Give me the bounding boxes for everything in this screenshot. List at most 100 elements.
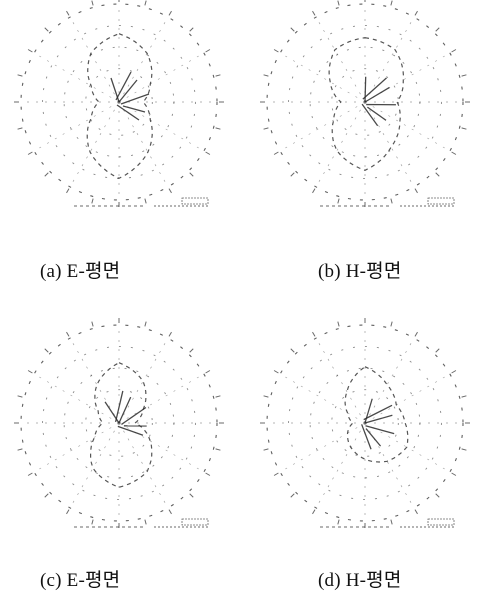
- grid-tick: [290, 172, 295, 177]
- grid-tick: [290, 348, 295, 353]
- grid-spoke: [284, 55, 366, 103]
- grid-tick: [451, 151, 457, 155]
- grid-tick: [44, 493, 49, 498]
- pattern-stroke: [114, 390, 124, 422]
- polar-plot-c-svg: [14, 318, 224, 528]
- scale-box: [181, 197, 209, 205]
- pattern-stroke: [365, 428, 382, 447]
- grid-tick: [27, 49, 33, 53]
- grid-spoke: [72, 101, 120, 183]
- grid-spoke: [284, 422, 366, 470]
- grid-spoke: [318, 21, 366, 103]
- grid-tick: [290, 27, 295, 32]
- grid-spoke: [38, 422, 120, 470]
- grid-tick: [390, 519, 393, 525]
- grid-tick: [337, 321, 340, 327]
- grid-spoke: [284, 376, 366, 424]
- grid-tick: [263, 127, 269, 130]
- pattern-stroke: [120, 93, 150, 105]
- grid-spoke: [118, 21, 166, 103]
- grid-spoke: [38, 101, 120, 149]
- grid-spoke: [118, 422, 166, 504]
- grid-tick: [273, 151, 279, 155]
- grid-spoke: [284, 101, 366, 149]
- grid-tick: [461, 395, 467, 398]
- pattern-stroke: [117, 425, 144, 436]
- pattern-stroke: [364, 86, 390, 103]
- pattern-stroke: [364, 398, 373, 424]
- grid-tick: [17, 395, 23, 398]
- grid-tick: [189, 348, 194, 353]
- grid-ring: [63, 46, 175, 158]
- grid-spoke: [318, 422, 366, 504]
- pattern-trace: [328, 37, 405, 171]
- polar-plot-d: [250, 318, 480, 538]
- pattern-stroke: [361, 103, 379, 127]
- grid-tick: [312, 509, 316, 515]
- polar-plot-c: [4, 318, 234, 538]
- grid-ring: [85, 68, 153, 136]
- grid-tick: [17, 127, 23, 130]
- pattern-stroke: [364, 76, 367, 103]
- scale-box: [427, 197, 455, 205]
- grid-tick: [263, 395, 269, 398]
- grid-tick: [144, 519, 147, 525]
- grid-tick: [91, 519, 94, 525]
- polar-grid: [260, 0, 470, 207]
- grid-tick: [312, 188, 316, 194]
- grid-tick: [205, 49, 211, 53]
- grid-tick: [461, 448, 467, 451]
- pattern-stroke: [363, 404, 393, 421]
- polar-plot-d-svg: [260, 318, 470, 528]
- grid-tick: [390, 321, 393, 327]
- grid-tick: [189, 27, 194, 32]
- grid-tick: [461, 127, 467, 130]
- caption-d: (d) H-평면: [318, 570, 402, 591]
- caption-c: (c) E-평면: [40, 570, 121, 591]
- grid-ring: [309, 46, 421, 158]
- grid-tick: [27, 370, 33, 374]
- grid-spoke: [72, 342, 120, 424]
- grid-tick: [290, 493, 295, 498]
- grid-tick: [27, 472, 33, 476]
- grid-spoke: [318, 342, 366, 424]
- grid-tick: [215, 127, 221, 130]
- scale-box: [181, 518, 209, 526]
- grid-tick: [435, 27, 440, 32]
- grid-spoke: [118, 376, 200, 424]
- grid-spoke: [364, 21, 412, 103]
- grid-spoke: [118, 55, 200, 103]
- grid-ring: [331, 389, 399, 457]
- grid-tick: [390, 198, 393, 204]
- pattern-trace: [86, 33, 153, 179]
- pattern-trace: [90, 362, 153, 488]
- grid-ring: [20, 324, 218, 522]
- grid-tick: [189, 493, 194, 498]
- grid-tick: [27, 151, 33, 155]
- grid-ring: [331, 68, 399, 136]
- grid-spoke: [118, 101, 166, 183]
- grid-ring: [288, 346, 442, 500]
- pattern-stroke: [118, 396, 132, 424]
- grid-spoke: [364, 101, 412, 183]
- grid-spoke: [364, 422, 412, 504]
- grid-spoke: [364, 376, 446, 424]
- grid-ring: [288, 25, 442, 179]
- grid-tick: [312, 331, 316, 337]
- grid-tick: [44, 172, 49, 177]
- grid-tick: [91, 198, 94, 204]
- grid-spoke: [364, 101, 446, 149]
- grid-tick: [205, 472, 211, 476]
- pattern-stroke: [104, 401, 120, 424]
- grid-tick: [168, 509, 172, 515]
- grid-spoke: [364, 55, 446, 103]
- polar-grid: [260, 318, 470, 528]
- grid-tick: [205, 370, 211, 374]
- polar-grid: [14, 0, 224, 207]
- grid-tick: [144, 321, 147, 327]
- pattern-stroke: [121, 406, 147, 425]
- grid-tick: [215, 448, 221, 451]
- grid-tick: [215, 74, 221, 77]
- grid-ring: [20, 3, 218, 201]
- grid-tick: [17, 74, 23, 77]
